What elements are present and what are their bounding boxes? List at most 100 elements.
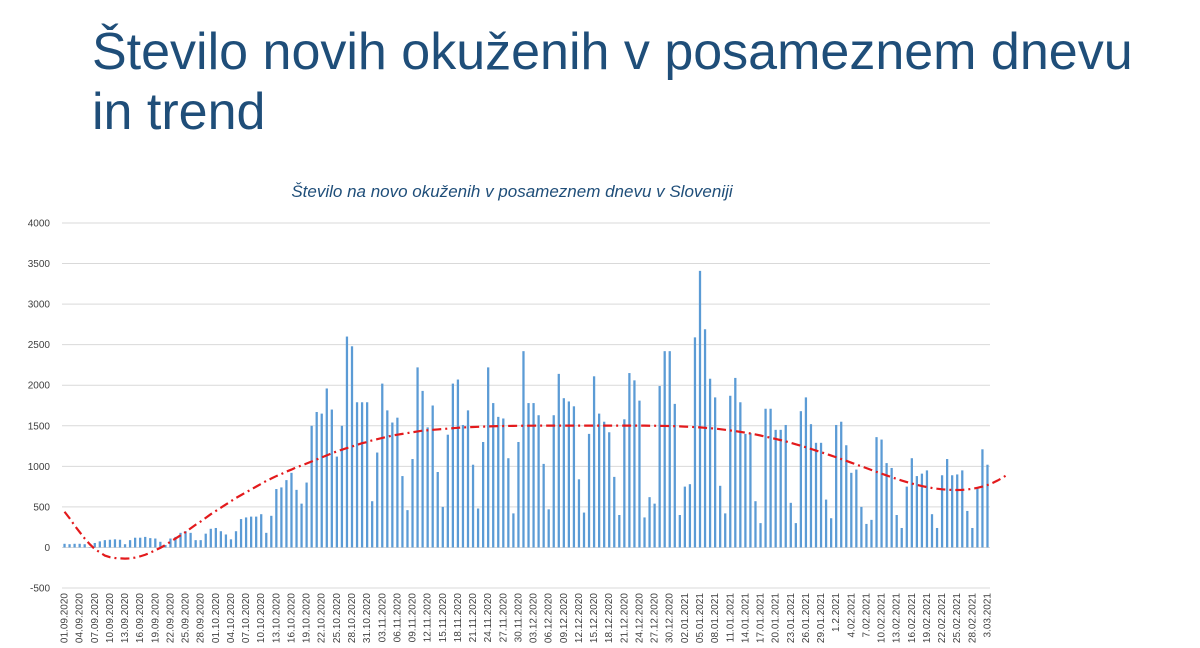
bar: [956, 474, 959, 548]
bar: [471, 464, 475, 548]
bar: [330, 409, 333, 548]
chart-container: Število na novo okuženih v posameznem dn…: [0, 170, 1200, 648]
bar: [527, 403, 530, 548]
x-tick-label: 25.10.2020: [332, 593, 343, 643]
bar: [93, 542, 96, 548]
bar: [214, 527, 217, 548]
x-tick-label: 07.10.2020: [241, 593, 252, 643]
bar: [103, 540, 106, 548]
x-tick-label: 3.03.2021: [982, 593, 993, 638]
bar: [759, 523, 762, 548]
bar: [113, 539, 117, 548]
bar: [401, 476, 404, 548]
bar: [482, 442, 485, 548]
bar: [567, 401, 570, 548]
bar: [951, 475, 954, 548]
bar: [78, 543, 81, 548]
bar: [320, 413, 323, 548]
x-tick-label: 11.01.2021: [725, 593, 736, 643]
bar: [512, 513, 515, 548]
bar: [577, 479, 581, 548]
bar: [693, 337, 697, 548]
bar: [219, 531, 222, 548]
x-tick-label: 15.12.2020: [589, 593, 600, 643]
bar: [688, 484, 692, 548]
bar: [865, 523, 868, 548]
bar: [678, 515, 681, 548]
x-tick-label: 19.09.2020: [150, 593, 161, 643]
bar: [134, 537, 137, 548]
bar: [673, 403, 676, 548]
bar: [275, 489, 278, 548]
x-tick-label: 24.12.2020: [634, 593, 645, 643]
x-tick-label: 01.10.2020: [211, 593, 222, 643]
y-tick-label: 500: [33, 502, 50, 513]
x-tick-label: 12.12.2020: [574, 593, 585, 643]
bar: [456, 379, 460, 548]
bar: [734, 377, 737, 548]
bar: [708, 378, 712, 548]
x-tick-label: 13.10.2020: [271, 593, 282, 643]
bar: [199, 540, 202, 548]
bar: [719, 485, 722, 548]
bar: [179, 532, 182, 548]
bar: [522, 351, 525, 548]
bar: [340, 425, 344, 548]
bar: [779, 429, 782, 548]
bar: [749, 433, 752, 548]
x-tick-label: 24.11.2020: [483, 593, 494, 643]
bar: [83, 544, 86, 548]
bar: [714, 397, 717, 548]
chart-title: Število na novo okuženih v posameznem dn…: [291, 182, 733, 201]
bar: [285, 480, 288, 548]
bar: [840, 421, 843, 548]
bar: [209, 528, 212, 548]
x-tick-label: 08.01.2021: [710, 593, 721, 643]
bar: [315, 411, 318, 548]
bar: [406, 510, 409, 548]
bar: [360, 402, 364, 548]
x-axis-ticks: 01.09.2020 04.09.2020 07.09.2020 10.09.2020…: [60, 593, 994, 643]
bar: [451, 383, 454, 548]
bar: [910, 458, 913, 548]
bar: [572, 406, 576, 548]
x-tick-label: 29.01.2021: [816, 593, 827, 643]
bar: [794, 523, 797, 548]
bar: [668, 351, 671, 548]
bar: [381, 383, 384, 548]
bar: [769, 408, 772, 548]
bar: [355, 402, 359, 548]
x-tick-label: 15.11.2020: [438, 593, 449, 643]
x-tick-label: 27.11.2020: [498, 593, 509, 643]
bar: [325, 388, 328, 548]
bar: [391, 422, 394, 548]
bar: [159, 541, 162, 548]
chart-svg: -500 0 500 1000 1500 2000 2500 3000 3500 4000 01.…: [28, 219, 1009, 643]
bar: [300, 503, 303, 548]
bar: [830, 518, 833, 548]
x-tick-label: 18.11.2020: [453, 593, 464, 643]
bar: [98, 541, 101, 548]
bar: [194, 540, 197, 548]
bar: [144, 536, 147, 548]
bar: [971, 527, 974, 548]
x-tick-label: 20.01.2021: [771, 593, 782, 643]
bar: [184, 531, 187, 548]
x-tick-label: 09.11.2020: [408, 593, 419, 643]
bar: [154, 538, 157, 548]
x-tick-label: 06.12.2020: [544, 593, 555, 643]
bar: [895, 515, 898, 548]
bar: [698, 270, 702, 548]
bar: [946, 459, 949, 548]
bar: [335, 456, 338, 548]
bar: [552, 415, 555, 548]
x-tick-label: 16.09.2020: [135, 593, 146, 643]
bar: [497, 416, 500, 548]
bar: [492, 403, 495, 548]
x-tick-label: 19.10.2020: [302, 593, 313, 643]
bar: [603, 421, 606, 548]
bar: [255, 516, 258, 548]
x-tick-label: 06.11.2020: [392, 593, 403, 643]
bar: [295, 489, 298, 548]
bar: [920, 473, 924, 548]
